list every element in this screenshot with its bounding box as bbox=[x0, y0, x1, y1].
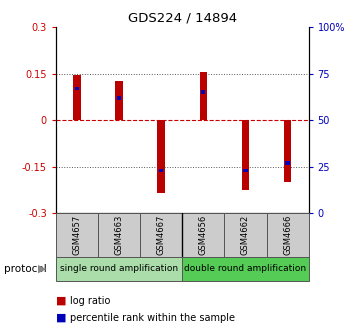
Bar bbox=[286, 161, 290, 165]
Bar bbox=[115, 81, 123, 120]
Text: ■: ■ bbox=[56, 296, 66, 306]
Text: GSM4662: GSM4662 bbox=[241, 215, 250, 255]
Text: GSM4663: GSM4663 bbox=[115, 215, 123, 255]
Bar bbox=[243, 169, 248, 172]
Bar bbox=[284, 120, 291, 182]
Title: GDS224 / 14894: GDS224 / 14894 bbox=[128, 11, 237, 24]
Text: double round amplification: double round amplification bbox=[184, 264, 306, 273]
Bar bbox=[182, 213, 225, 257]
Bar bbox=[56, 213, 98, 257]
Bar bbox=[157, 120, 165, 193]
Text: GSM4666: GSM4666 bbox=[283, 215, 292, 255]
Bar bbox=[200, 72, 207, 120]
Text: percentile rank within the sample: percentile rank within the sample bbox=[70, 312, 235, 323]
Bar bbox=[182, 257, 309, 281]
Text: log ratio: log ratio bbox=[70, 296, 111, 306]
Bar bbox=[73, 75, 81, 120]
Text: GSM4656: GSM4656 bbox=[199, 215, 208, 255]
Bar bbox=[242, 120, 249, 190]
Text: ■: ■ bbox=[56, 312, 66, 323]
Bar bbox=[98, 213, 140, 257]
Text: ▶: ▶ bbox=[38, 264, 47, 274]
Bar bbox=[117, 96, 121, 99]
Bar bbox=[266, 213, 309, 257]
Text: GSM4667: GSM4667 bbox=[157, 215, 166, 255]
Bar bbox=[201, 90, 205, 94]
Bar bbox=[56, 257, 182, 281]
Text: protocol: protocol bbox=[4, 264, 46, 274]
Bar bbox=[75, 87, 79, 90]
Bar bbox=[225, 213, 266, 257]
Text: single round amplification: single round amplification bbox=[60, 264, 178, 273]
Bar bbox=[159, 169, 163, 172]
Bar bbox=[140, 213, 182, 257]
Text: GSM4657: GSM4657 bbox=[73, 215, 82, 255]
